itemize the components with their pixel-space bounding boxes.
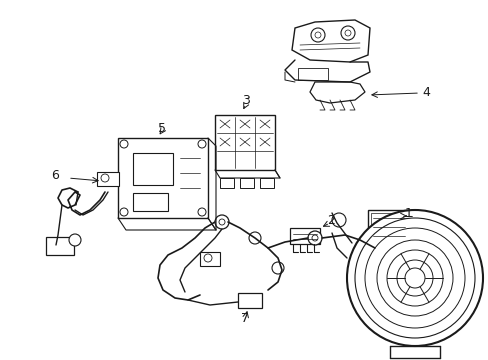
- Circle shape: [396, 260, 432, 296]
- Circle shape: [69, 234, 81, 246]
- Circle shape: [404, 268, 424, 288]
- Circle shape: [219, 219, 224, 225]
- Circle shape: [271, 262, 284, 274]
- Circle shape: [364, 228, 464, 328]
- Bar: [297, 68, 327, 80]
- Bar: [200, 252, 220, 266]
- Bar: [367, 210, 409, 248]
- Bar: [370, 213, 406, 245]
- Circle shape: [198, 208, 205, 216]
- Text: 7: 7: [241, 311, 248, 324]
- Circle shape: [310, 28, 325, 42]
- Circle shape: [331, 213, 346, 227]
- Circle shape: [248, 232, 261, 244]
- Bar: [133, 153, 173, 185]
- Bar: [215, 115, 274, 170]
- Text: 4: 4: [421, 86, 429, 99]
- Circle shape: [101, 174, 109, 182]
- Text: 3: 3: [242, 94, 249, 107]
- Bar: [133, 193, 168, 211]
- Circle shape: [120, 140, 128, 148]
- Circle shape: [354, 218, 474, 338]
- Circle shape: [198, 140, 205, 148]
- Circle shape: [346, 210, 482, 346]
- Circle shape: [340, 26, 354, 40]
- Circle shape: [215, 215, 228, 229]
- Bar: [240, 178, 253, 188]
- Text: 1: 1: [404, 207, 412, 220]
- Bar: [118, 138, 207, 218]
- Bar: [220, 178, 234, 188]
- Bar: [238, 293, 262, 308]
- Circle shape: [311, 235, 317, 241]
- Text: 6: 6: [51, 168, 59, 181]
- Circle shape: [203, 254, 212, 262]
- Circle shape: [345, 30, 350, 36]
- Bar: [260, 178, 273, 188]
- Polygon shape: [309, 82, 364, 103]
- Circle shape: [314, 32, 320, 38]
- Circle shape: [376, 240, 452, 316]
- Text: 5: 5: [158, 122, 165, 135]
- Bar: [289, 228, 319, 244]
- Bar: [97, 172, 119, 186]
- Bar: [46, 237, 74, 255]
- Circle shape: [307, 231, 321, 245]
- Circle shape: [120, 208, 128, 216]
- Polygon shape: [291, 20, 369, 62]
- Circle shape: [386, 250, 442, 306]
- Text: 2: 2: [326, 213, 334, 226]
